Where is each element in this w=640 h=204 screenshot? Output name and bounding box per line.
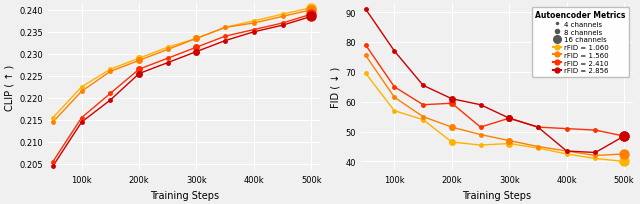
Y-axis label: FID ( ↓ ): FID ( ↓ ) [330,67,340,108]
X-axis label: Training Steps: Training Steps [150,190,219,200]
X-axis label: Training Steps: Training Steps [462,190,531,200]
Legend: 4 channels, 8 channels, 16 channels, rFID = 1.060, rFID = 1.560, rFID = 2.410, r: 4 channels, 8 channels, 16 channels, rFI… [532,8,629,77]
Y-axis label: CLIP ( ↑ ): CLIP ( ↑ ) [4,64,14,110]
